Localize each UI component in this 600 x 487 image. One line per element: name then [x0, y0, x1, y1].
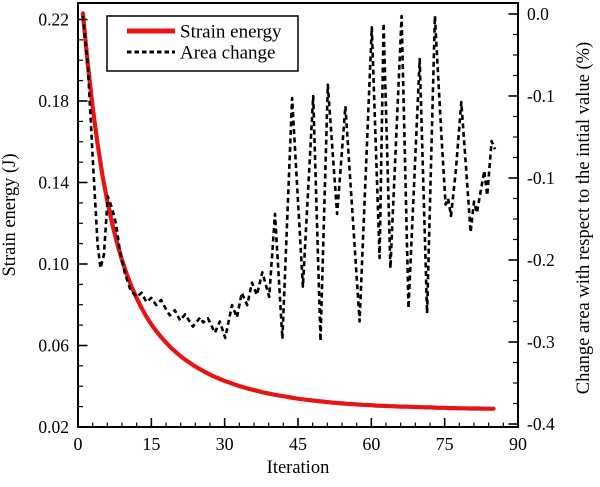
- x-axis-title: Iteration: [267, 458, 330, 478]
- legend-box: [106, 15, 299, 72]
- plot-frame: [77, 2, 519, 428]
- x-tick-label: 90: [509, 434, 527, 454]
- x-tick-label: 30: [216, 434, 234, 454]
- left-tick-label: 0.14: [38, 173, 69, 193]
- x-tick-label: 75: [436, 434, 454, 454]
- x-tick-label: 45: [289, 434, 307, 454]
- right-tick-label: -0.1: [527, 168, 555, 188]
- strain-energy-line: [80, 11, 496, 411]
- right-tick-label: -0.1: [527, 86, 555, 106]
- left-tick-label: 0.22: [38, 10, 69, 30]
- x-tick-label: 15: [142, 434, 160, 454]
- x-tick-label: 0: [74, 434, 83, 454]
- legend-strain-energy-label: Strain energy: [180, 22, 282, 43]
- left-tick-label: 0.10: [38, 254, 69, 274]
- left-tick-label: 0.18: [38, 91, 69, 111]
- right-tick-label: -0.4: [527, 414, 555, 434]
- right-axis-title: Change area with respect to the intial v…: [574, 42, 594, 394]
- legend-area-change-label: Area change: [180, 43, 275, 64]
- area-change-line: [81, 14, 497, 343]
- right-tick-label: 0.0: [527, 4, 549, 24]
- left-axis-title: Strain energy (J): [0, 154, 20, 277]
- right-tick-label: -0.2: [527, 250, 555, 270]
- x-tick-label: 60: [362, 434, 380, 454]
- left-tick-label: 0.06: [38, 336, 69, 356]
- right-tick-label: -0.3: [527, 332, 555, 352]
- left-tick-label: 0.02: [38, 417, 69, 437]
